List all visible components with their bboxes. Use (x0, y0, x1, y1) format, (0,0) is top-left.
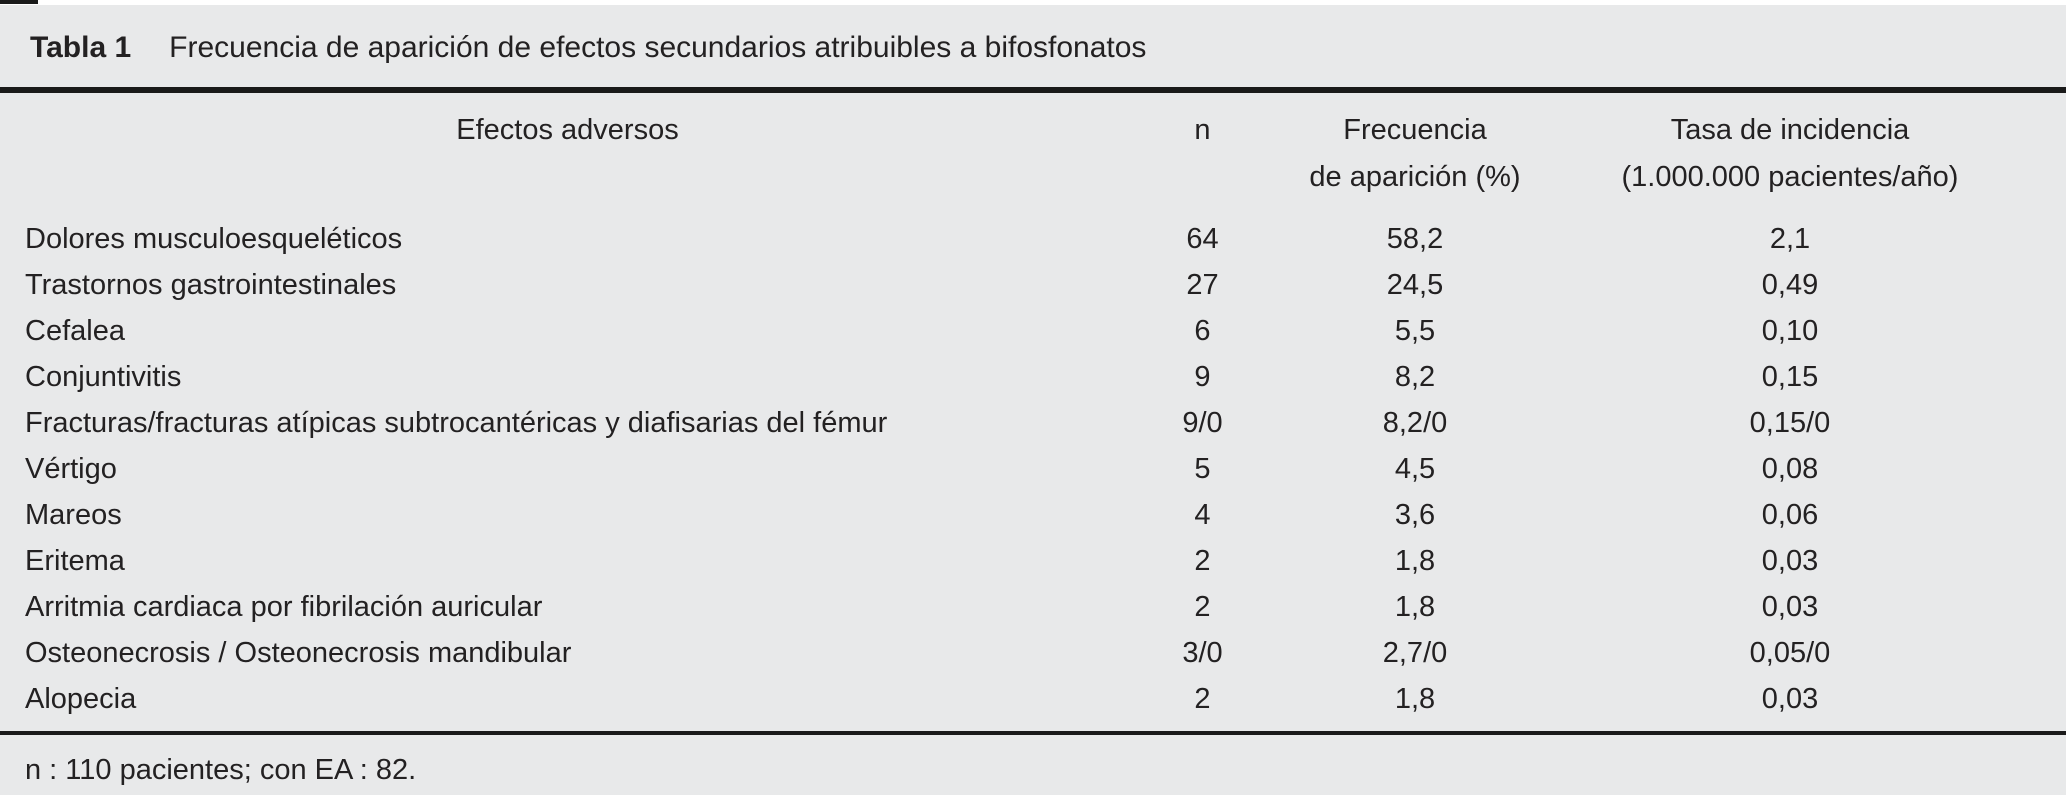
table-caption: Tabla 1 Frecuencia de aparición de efecto… (0, 5, 2066, 87)
corner-rule-stub (0, 0, 38, 4)
cell-n: 2 (1194, 683, 1211, 715)
cell-tasa: 0,15/0 (1749, 407, 1831, 439)
table-row: Trastornos gastrointestinales 27 24,5 0,… (0, 262, 2066, 308)
page-margin-strip (0, 0, 2066, 5)
cell-frecuencia: 1,8 (1394, 591, 1436, 623)
rule-bottom (0, 731, 2066, 735)
column-header-tasa-incidencia: Tasa de incidencia (1.000.000 pacientes/… (1560, 93, 2066, 211)
cell-tasa: 0,08 (1761, 453, 1819, 485)
cell-n: 2 (1194, 545, 1211, 577)
cell-efecto: Eritema (25, 545, 125, 577)
table-row: Eritema 2 1,8 0,03 (0, 538, 2066, 584)
cell-frecuencia: 58,2 (1386, 223, 1444, 255)
cell-frecuencia: 8,2 (1394, 361, 1436, 393)
cell-n: 9/0 (1182, 407, 1223, 439)
cell-tasa: 0,03 (1761, 683, 1819, 715)
cell-tasa: 0,05/0 (1749, 637, 1831, 669)
table-row: Alopecia 2 1,8 0,03 (0, 676, 2066, 731)
cell-frecuencia: 1,8 (1394, 545, 1436, 577)
table-panel: Tabla 1 Frecuencia de aparición de efecto… (0, 5, 2066, 795)
cell-frecuencia: 4,5 (1394, 453, 1436, 485)
cell-tasa: 0,03 (1761, 545, 1819, 577)
cell-n: 3/0 (1182, 637, 1223, 669)
cell-efecto: Mareos (25, 499, 122, 531)
header-line: n (1194, 114, 1211, 146)
cell-tasa: 0,15 (1761, 361, 1819, 393)
cell-efecto: Cefalea (25, 315, 125, 347)
header-line: (1.000.000 pacientes/año) (1621, 161, 1959, 193)
column-header-frecuencia: Frecuencia de aparición (%) (1270, 93, 1560, 211)
table-row: Cefalea 6 5,5 0,10 (0, 308, 2066, 354)
table-row: Conjuntivitis 9 8,2 0,15 (0, 354, 2066, 400)
cell-frecuencia: 1,8 (1394, 683, 1436, 715)
rule-top (0, 87, 2066, 93)
table-label: Tabla 1 (30, 31, 132, 64)
cell-n: 5 (1194, 453, 1211, 485)
cell-tasa: 0,03 (1761, 591, 1819, 623)
table-footnote: n : 110 pacientes; con EA : 82. (25, 754, 417, 786)
cell-n: 64 (1186, 223, 1219, 255)
cell-frecuencia: 2,7/0 (1382, 637, 1448, 669)
table-row: Osteonecrosis / Osteonecrosis mandibular… (0, 630, 2066, 676)
column-header-efectos-adversos: Efectos adversos (0, 93, 1135, 211)
table-header: Efectos adversos n Frecuencia de aparici… (0, 93, 2066, 211)
cell-frecuencia: 8,2/0 (1382, 407, 1448, 439)
cell-tasa: 0,49 (1761, 269, 1819, 301)
cell-n: 9 (1194, 361, 1211, 393)
cell-tasa: 0,06 (1761, 499, 1819, 531)
cell-efecto: Osteonecrosis / Osteonecrosis mandibular (25, 637, 572, 669)
cell-frecuencia: 24,5 (1386, 269, 1444, 301)
cell-efecto: Fracturas/fracturas atípicas subtrocanté… (25, 407, 888, 439)
header-line: Efectos adversos (456, 114, 679, 146)
header-line: Frecuencia (1343, 114, 1487, 146)
table-body: Dolores musculoesqueléticos 64 58,2 2,1 … (0, 211, 2066, 731)
cell-efecto: Vértigo (25, 453, 117, 485)
table-title: Frecuencia de aparición de efectos secun… (169, 31, 1147, 64)
table-row: Vértigo 5 4,5 0,08 (0, 446, 2066, 492)
cell-frecuencia: 3,6 (1394, 499, 1436, 531)
cell-n: 4 (1194, 499, 1211, 531)
adverse-effects-table: Efectos adversos n Frecuencia de aparici… (0, 93, 2066, 731)
cell-efecto: Trastornos gastrointestinales (25, 269, 397, 301)
cell-efecto: Alopecia (25, 683, 137, 715)
cell-efecto: Arritmia cardiaca por fibrilación auricu… (25, 591, 543, 623)
cell-n: 2 (1194, 591, 1211, 623)
table-row: Dolores musculoesqueléticos 64 58,2 2,1 (0, 211, 2066, 262)
cell-tasa: 0,10 (1761, 315, 1819, 347)
cell-efecto: Conjuntivitis (25, 361, 182, 393)
cell-n: 6 (1194, 315, 1211, 347)
cell-frecuencia: 5,5 (1394, 315, 1436, 347)
cell-n: 27 (1186, 269, 1219, 301)
table-row: Fracturas/fracturas atípicas subtrocanté… (0, 400, 2066, 446)
cell-efecto: Dolores musculoesqueléticos (25, 223, 403, 255)
table-row: Mareos 4 3,6 0,06 (0, 492, 2066, 538)
header-row: Efectos adversos n Frecuencia de aparici… (0, 93, 2066, 211)
table-row: Arritmia cardiaca por fibrilación auricu… (0, 584, 2066, 630)
cell-tasa: 2,1 (1769, 223, 1811, 255)
header-line: Tasa de incidencia (1670, 114, 1910, 146)
header-line: de aparición (%) (1309, 161, 1521, 193)
column-header-n: n (1135, 93, 1270, 211)
